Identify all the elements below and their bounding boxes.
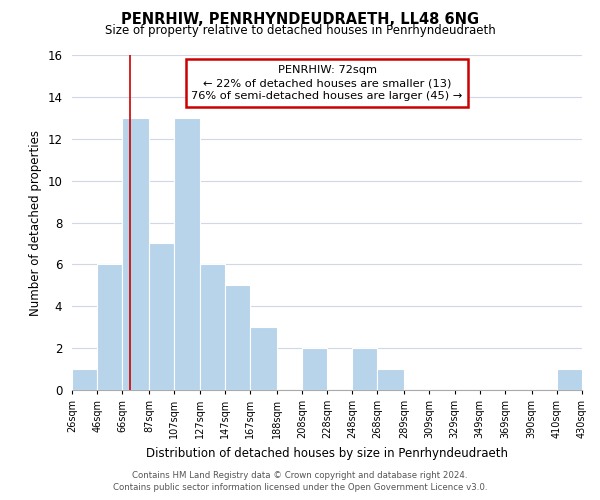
Bar bbox=[302, 348, 327, 390]
Text: PENRHIW, PENRHYNDEUDRAETH, LL48 6NG: PENRHIW, PENRHYNDEUDRAETH, LL48 6NG bbox=[121, 12, 479, 28]
Bar bbox=[97, 264, 122, 390]
Bar bbox=[149, 244, 174, 390]
Bar bbox=[352, 348, 377, 390]
Bar bbox=[72, 369, 97, 390]
Y-axis label: Number of detached properties: Number of detached properties bbox=[29, 130, 42, 316]
Text: Size of property relative to detached houses in Penrhyndeudraeth: Size of property relative to detached ho… bbox=[104, 24, 496, 37]
Bar bbox=[557, 369, 582, 390]
X-axis label: Distribution of detached houses by size in Penrhyndeudraeth: Distribution of detached houses by size … bbox=[146, 446, 508, 460]
Bar bbox=[250, 327, 277, 390]
Bar bbox=[122, 118, 149, 390]
Bar bbox=[377, 369, 404, 390]
Bar bbox=[199, 264, 225, 390]
Bar bbox=[174, 118, 199, 390]
Bar bbox=[225, 286, 250, 390]
Text: PENRHIW: 72sqm
← 22% of detached houses are smaller (13)
76% of semi-detached ho: PENRHIW: 72sqm ← 22% of detached houses … bbox=[191, 65, 463, 102]
Text: Contains HM Land Registry data © Crown copyright and database right 2024.
Contai: Contains HM Land Registry data © Crown c… bbox=[113, 471, 487, 492]
